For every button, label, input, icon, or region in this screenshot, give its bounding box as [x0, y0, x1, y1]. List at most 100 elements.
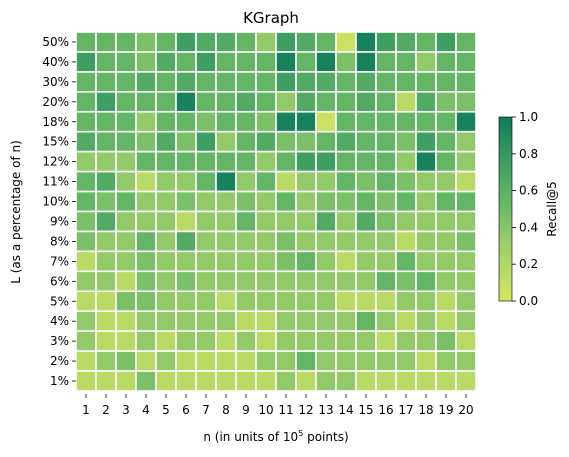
- heatmap-cell: [395, 150, 417, 173]
- heatmap-cell: [115, 110, 137, 133]
- heatmap-cell: [95, 51, 117, 73]
- heatmap-cell: [215, 150, 237, 173]
- heatmap-cell: [195, 170, 217, 193]
- heatmap-cell: [75, 51, 97, 73]
- heatmap-cell: [315, 210, 337, 233]
- heatmap-cell: [355, 250, 377, 273]
- heatmap-cell: [395, 370, 417, 392]
- heatmap-cell: [455, 110, 477, 133]
- heatmap-cell: [315, 91, 337, 113]
- heatmap-cell: [415, 290, 437, 313]
- heatmap-cell: [155, 330, 177, 352]
- heatmap-cell: [95, 370, 117, 392]
- heatmap-cell: [435, 230, 457, 253]
- heatmap-cell: [275, 190, 297, 213]
- heatmap-cell: [315, 71, 337, 93]
- heatmap-cell: [335, 170, 357, 193]
- y-tick-label: 4%: [50, 314, 69, 328]
- heatmap-cell: [315, 270, 337, 293]
- heatmap-cell: [455, 290, 477, 313]
- heatmap-cell: [255, 250, 277, 273]
- heatmap-cell: [235, 370, 257, 392]
- heatmap-cell: [95, 31, 117, 53]
- heatmap-cell: [315, 250, 337, 273]
- heatmap-cell: [235, 31, 257, 53]
- x-tick-label: 17: [398, 403, 413, 417]
- heatmap-cell: [195, 130, 217, 153]
- heatmap-cell: [335, 290, 357, 313]
- heatmap-cell: [275, 150, 297, 173]
- heatmap-cell: [355, 310, 377, 332]
- heatmap-cell: [215, 330, 237, 352]
- heatmap-cell: [315, 350, 337, 372]
- x-tick-label: 14: [338, 403, 353, 417]
- heatmap-cell: [235, 51, 257, 73]
- heatmap-cell: [75, 350, 97, 372]
- heatmap-cell: [215, 170, 237, 193]
- y-tick-label: 8%: [50, 234, 69, 248]
- heatmap-cell: [215, 230, 237, 253]
- heatmap-cell: [155, 370, 177, 392]
- heatmap-cell: [95, 130, 117, 153]
- heatmap-cell: [195, 350, 217, 372]
- heatmap-cell: [355, 370, 377, 392]
- heatmap-cell: [255, 370, 277, 392]
- heatmap-cell: [275, 170, 297, 193]
- heatmap-cell: [155, 350, 177, 372]
- heatmap-cell: [435, 370, 457, 392]
- heatmap-cell: [415, 370, 437, 392]
- heatmap-cell: [375, 71, 397, 93]
- y-tick-label: 6%: [50, 274, 69, 288]
- heatmap-cell: [375, 51, 397, 73]
- y-tick-label: 7%: [50, 254, 69, 268]
- heatmap-cell: [315, 51, 337, 73]
- heatmap-cell: [95, 270, 117, 293]
- y-tick-label: 18%: [42, 115, 69, 129]
- heatmap-cell: [155, 250, 177, 273]
- heatmap-cell: [295, 71, 317, 93]
- y-axis-label: L (as a percentage of n): [9, 140, 23, 284]
- x-tick-label: 10: [258, 403, 273, 417]
- heatmap-cell: [195, 370, 217, 392]
- heatmap-cell: [95, 250, 117, 273]
- heatmap-cell: [355, 170, 377, 193]
- heatmap-cell: [375, 210, 397, 233]
- heatmap-cell: [155, 110, 177, 133]
- x-tick-label: 7: [202, 403, 210, 417]
- heatmap-cell: [395, 350, 417, 372]
- heatmap-cell: [415, 130, 437, 153]
- heatmap-cell: [115, 310, 137, 332]
- heatmap-cell: [455, 250, 477, 273]
- heatmap-cell: [415, 170, 437, 193]
- heatmap-cell: [115, 350, 137, 372]
- heatmap-cell: [435, 71, 457, 93]
- heatmap-cell: [275, 130, 297, 153]
- heatmap-cell: [435, 150, 457, 173]
- heatmap-cell: [455, 31, 477, 53]
- heatmap-cell: [375, 350, 397, 372]
- y-tick-label: 50%: [42, 35, 69, 49]
- heatmap-cell: [135, 210, 157, 233]
- heatmap-cell: [135, 270, 157, 293]
- heatmap-cell: [235, 210, 257, 233]
- heatmap-cell: [115, 250, 137, 273]
- heatmap-cell: [115, 290, 137, 313]
- heatmap-cell: [355, 51, 377, 73]
- heatmap-cell: [135, 370, 157, 392]
- y-tick-label: 30%: [42, 75, 69, 89]
- heatmap-cell: [395, 71, 417, 93]
- heatmap-cell: [375, 230, 397, 253]
- heatmap-cell: [215, 71, 237, 93]
- y-tick-label: 1%: [50, 374, 69, 388]
- heatmap-cell: [235, 350, 257, 372]
- heatmap-cell: [435, 310, 457, 332]
- x-axis-label: n (in units of 105 points): [203, 429, 348, 444]
- y-tick-label: 3%: [50, 334, 69, 348]
- heatmap-cell: [115, 31, 137, 53]
- heatmap-cell: [215, 51, 237, 73]
- heatmap-cell: [255, 150, 277, 173]
- x-tick-label: 16: [378, 403, 393, 417]
- heatmap-cell: [435, 350, 457, 372]
- heatmap-cell: [95, 330, 117, 352]
- heatmap-cell: [235, 91, 257, 113]
